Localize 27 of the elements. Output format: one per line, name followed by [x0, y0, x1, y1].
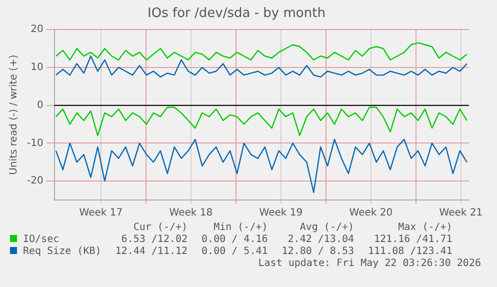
x-tick-label: Week 19 [259, 208, 303, 219]
text: 0.00 / 4.16 [200, 234, 268, 246]
text: 6.53 /12.02 [120, 234, 188, 246]
text: Max (-/+) [397, 222, 452, 234]
y-tick-label: 20 [30, 24, 44, 36]
y-tick-label: -20 [26, 176, 44, 187]
text: 0.00 / 5.41 [200, 246, 268, 258]
x-tick-label: Week 18 [169, 208, 213, 219]
text: 12.80 / 8.53 [280, 246, 354, 258]
y-tick-label: 10 [30, 62, 44, 74]
text: Avg (-/+) [298, 222, 354, 234]
text: Last update: Fri May 22 03:26:30 2026 [257, 258, 481, 269]
legend-label: IO/sec [22, 234, 60, 246]
text: 111.08 /123.41 [367, 246, 452, 258]
text: Cur (-/+) [132, 222, 188, 234]
y-tick-label: 0 [36, 100, 44, 111]
x-tick-label: Week 17 [79, 208, 123, 219]
text: 121.16 /41.71 [373, 234, 452, 246]
text: 2.42 /13.04 [286, 234, 354, 246]
x-tick-label: Week 20 [349, 208, 393, 219]
y-tick-label: -10 [26, 138, 44, 149]
y-axis-title: Units read (-) / write (+) [8, 54, 20, 175]
text: 12.44 /11.12 [114, 246, 188, 258]
x-tick-label: Week 21 [439, 208, 483, 219]
chart-title: IOs for /dev/sda - by month [148, 6, 326, 22]
legend-label: Req Size (KB) [22, 246, 102, 258]
text: Min (-/+) [212, 222, 268, 234]
